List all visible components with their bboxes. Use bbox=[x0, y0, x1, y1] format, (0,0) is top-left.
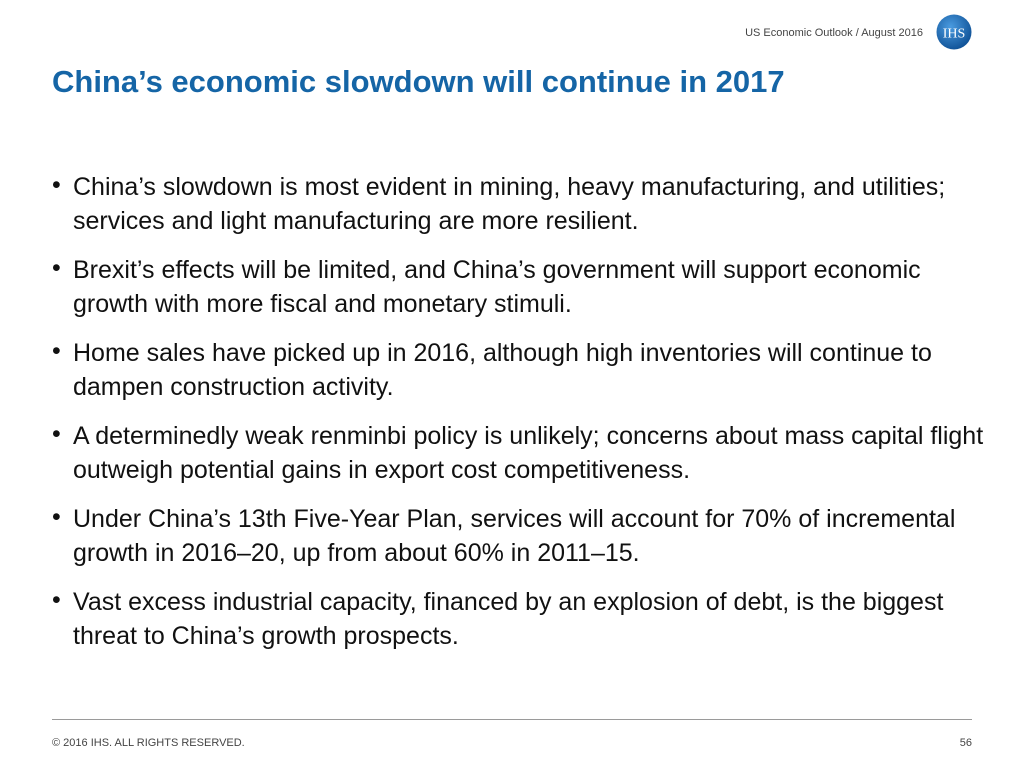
header-subtitle: US Economic Outlook / August 2016 bbox=[745, 27, 923, 39]
bullet-dot: • bbox=[52, 337, 61, 365]
page-title: China’s economic slowdown will continue … bbox=[52, 64, 785, 99]
ihs-logo: IHS bbox=[936, 14, 972, 50]
bullet-text: Home sales have picked up in 2016, altho… bbox=[73, 339, 932, 401]
bullet-text: Under China’s 13th Five-Year Plan, servi… bbox=[73, 505, 956, 567]
bullet-item: • Home sales have picked up in 2016, alt… bbox=[52, 336, 992, 404]
bullet-text: Vast excess industrial capacity, finance… bbox=[73, 588, 944, 650]
bullet-text: China’s slowdown is most evident in mini… bbox=[73, 173, 946, 235]
bullet-list: • China’s slowdown is most evident in mi… bbox=[52, 170, 992, 668]
bullet-dot: • bbox=[52, 420, 61, 448]
bullet-item: • Under China’s 13th Five-Year Plan, ser… bbox=[52, 502, 992, 570]
bullet-dot: • bbox=[52, 586, 61, 614]
bullet-dot: • bbox=[52, 171, 61, 199]
footer-copyright: © 2016 IHS. ALL RIGHTS RESERVED. bbox=[52, 737, 245, 749]
bullet-item: • Brexit’s effects will be limited, and … bbox=[52, 253, 992, 321]
footer-divider bbox=[52, 719, 972, 720]
bullet-item: • A determinedly weak renminbi policy is… bbox=[52, 419, 992, 487]
bullet-item: • China’s slowdown is most evident in mi… bbox=[52, 170, 992, 238]
bullet-dot: • bbox=[52, 503, 61, 531]
bullet-text: A determinedly weak renminbi policy is u… bbox=[73, 422, 984, 484]
bullet-item: • Vast excess industrial capacity, finan… bbox=[52, 585, 992, 653]
page-number: 56 bbox=[959, 737, 972, 749]
logo-text: IHS bbox=[943, 27, 966, 42]
bullet-dot: • bbox=[52, 254, 61, 282]
bullet-text: Brexit’s effects will be limited, and Ch… bbox=[73, 256, 921, 318]
